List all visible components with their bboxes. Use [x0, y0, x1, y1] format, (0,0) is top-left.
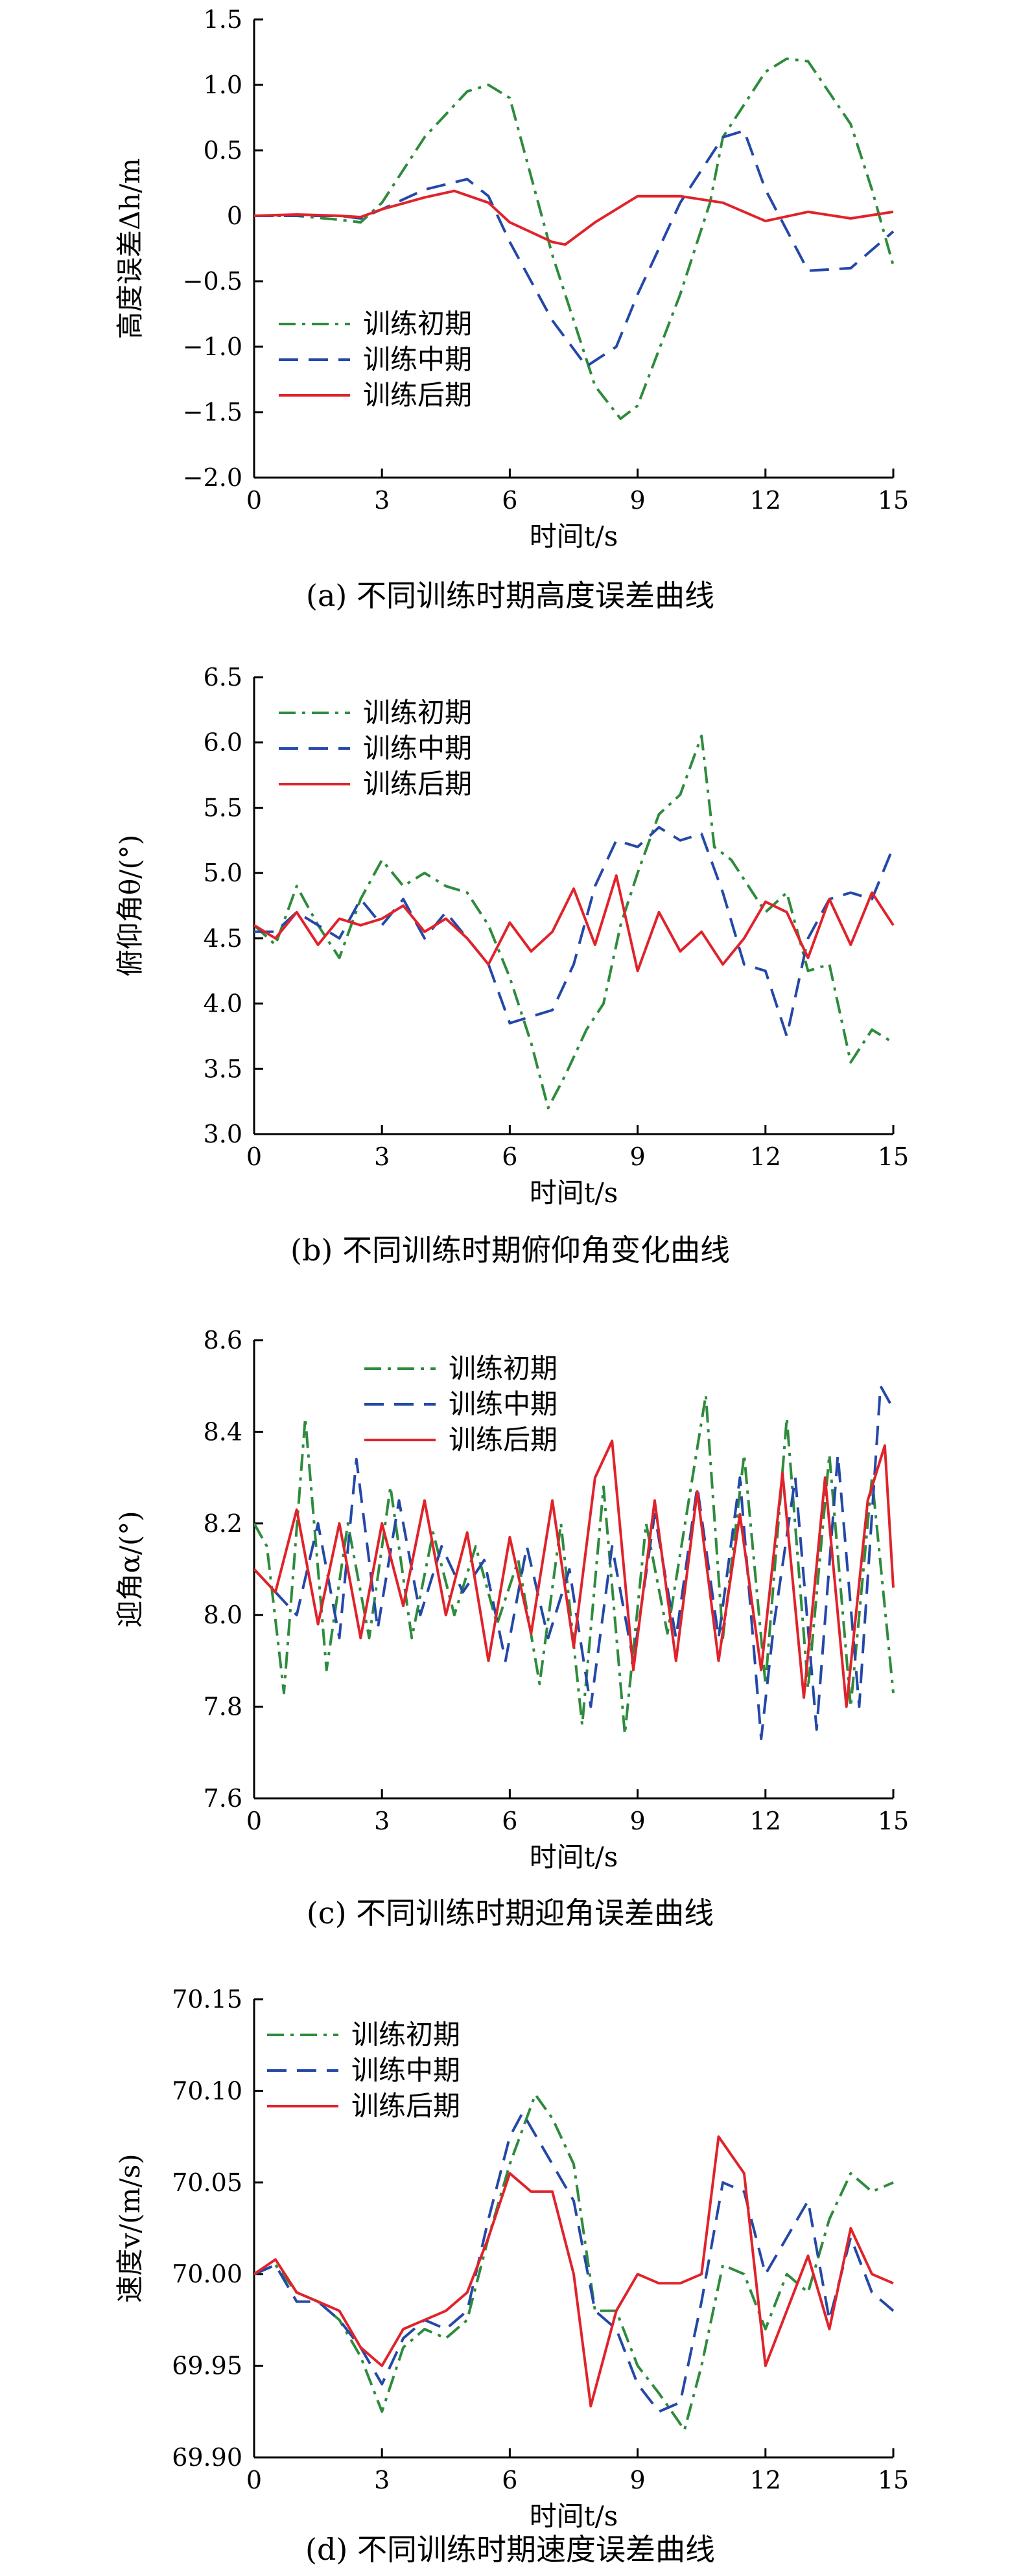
y-tick-label: 3.5: [204, 1054, 242, 1083]
y-tick-label: 8.4: [204, 1417, 242, 1446]
legend-label-0: 训练初期: [351, 2019, 460, 2050]
series-line-2: [254, 189, 894, 246]
y-axis-label: 迎角α/(°): [114, 1511, 146, 1627]
x-tick-label: 3: [374, 2466, 390, 2494]
legend-label-2: 训练后期: [449, 1424, 557, 1456]
y-axis-label: 俯仰角θ/(°): [114, 835, 146, 977]
series-line-1: [254, 2111, 895, 2413]
chart-caption: (d) 不同训练时期速度误差曲线: [305, 2532, 715, 2567]
y-tick-label: 1.5: [204, 5, 242, 34]
y-tick-label: 8.6: [204, 1326, 242, 1354]
series-line-2: [254, 1439, 895, 1708]
x-tick-label: 12: [750, 2466, 781, 2494]
x-tick-label: 15: [878, 1143, 909, 1171]
legend-label-2: 训练后期: [351, 2090, 460, 2122]
y-tick-label: 5.0: [204, 859, 242, 887]
y-axis-label: 速度v/(m/s): [114, 2153, 146, 2303]
x-tick-label: 0: [246, 1143, 262, 1171]
y-tick-label: 7.6: [204, 1784, 242, 1813]
chart-panel-1: 0 3 6 9 12 15 3.0 3.5 4.0 4.5 5.0 5.5 6.0 6.5 时间t/s 俯仰角…: [114, 663, 909, 1268]
y-tick-label: 69.90: [172, 2443, 242, 2472]
y-tick-label: 5.5: [204, 793, 242, 822]
y-tick-label: 4.5: [204, 924, 242, 953]
legend-label-1: 训练中期: [363, 732, 472, 764]
series-line-0: [254, 57, 895, 421]
y-tick-label: 6.0: [204, 728, 242, 757]
chart-caption: (c) 不同训练时期迎角误差曲线: [307, 1896, 714, 1931]
series-line-1: [254, 129, 895, 368]
y-tick-label: 1.0: [204, 71, 242, 99]
y-tick-label: 70.10: [172, 2076, 242, 2105]
y-tick-label: 8.2: [204, 1509, 242, 1538]
legend-label-1: 训练中期: [449, 1388, 557, 1420]
x-tick-label: 9: [630, 1143, 646, 1171]
series-line-2: [254, 874, 895, 973]
chart-caption: (a) 不同训练时期高度误差曲线: [306, 578, 714, 613]
y-tick-label: 8.0: [204, 1601, 242, 1629]
legend-label-2: 训练后期: [363, 379, 472, 411]
x-tick-label: 9: [630, 2466, 646, 2494]
series-line-0: [254, 734, 895, 1109]
x-axis-label: 时间t/s: [530, 2500, 618, 2532]
y-axis-label: 高度误差Δh/m: [114, 158, 146, 339]
x-tick-label: 15: [878, 1807, 909, 1835]
y-tick-label: −1.0: [183, 332, 242, 361]
x-tick-label: 3: [374, 1143, 390, 1171]
y-tick-label: 69.95: [172, 2352, 242, 2380]
x-axis-label: 时间t/s: [530, 520, 618, 552]
x-tick-label: 6: [502, 1807, 517, 1835]
chart-caption: (b) 不同训练时期俯仰角变化曲线: [290, 1233, 730, 1268]
x-tick-label: 12: [750, 486, 781, 515]
y-tick-label: 6.5: [204, 663, 242, 691]
y-tick-label: 4.0: [204, 990, 242, 1018]
x-tick-label: 6: [502, 486, 517, 515]
x-tick-label: 9: [630, 486, 646, 515]
x-tick-label: 15: [878, 486, 909, 515]
legend-label-2: 训练后期: [363, 768, 472, 800]
x-tick-label: 0: [246, 486, 262, 515]
y-tick-label: −1.5: [183, 398, 242, 426]
y-tick-label: 70.00: [172, 2260, 242, 2288]
series-line-1: [254, 1384, 895, 1741]
y-tick-label: 70.15: [172, 1985, 242, 2013]
x-tick-label: 6: [502, 1143, 517, 1171]
series-line-1: [254, 826, 895, 1038]
y-tick-label: −0.5: [183, 267, 242, 296]
x-tick-label: 3: [374, 486, 390, 515]
x-tick-label: 3: [374, 1807, 390, 1835]
series-line-2: [254, 2135, 894, 2408]
series-line-0: [254, 2093, 894, 2431]
y-tick-label: 3.0: [204, 1120, 242, 1148]
y-tick-label: −2.0: [183, 463, 242, 492]
legend-label-1: 训练中期: [351, 2054, 460, 2086]
x-tick-label: 12: [750, 1807, 781, 1835]
chart-panel-2: 0 3 6 9 12 15 7.6 7.8 8.0 8.2 8.4 8.6 时间t/s 迎角α/(°) 训练…: [114, 1326, 909, 1931]
y-tick-label: 0.5: [204, 136, 242, 165]
series-line-0: [254, 1393, 895, 1735]
x-axis-label: 时间t/s: [530, 1177, 618, 1209]
x-tick-label: 15: [878, 2466, 909, 2494]
x-axis-label: 时间t/s: [530, 1841, 618, 1873]
x-tick-label: 12: [750, 1143, 781, 1171]
x-tick-label: 9: [630, 1807, 646, 1835]
legend-label-0: 训练初期: [363, 308, 472, 340]
legend-label-0: 训练初期: [449, 1352, 557, 1384]
x-tick-label: 0: [246, 1807, 262, 1835]
chart-panel-0: 0 3 6 9 12 15 −2.0 −1.5 −1.0 −0.5 0 0.5 1.0 1.5 时间t/s 高…: [114, 5, 909, 613]
x-tick-label: 6: [502, 2466, 517, 2494]
y-tick-label: 0: [227, 202, 242, 230]
legend-label-0: 训练初期: [363, 697, 472, 728]
chart-panel-3: 0 3 6 9 12 15 69.90 69.95 70.00 70.05 70.10 70.15 时间…: [114, 1985, 909, 2567]
y-tick-label: 70.05: [172, 2168, 242, 2197]
legend-label-1: 训练中期: [363, 343, 472, 375]
y-tick-label: 7.8: [204, 1693, 242, 1721]
x-tick-label: 0: [246, 2466, 262, 2494]
